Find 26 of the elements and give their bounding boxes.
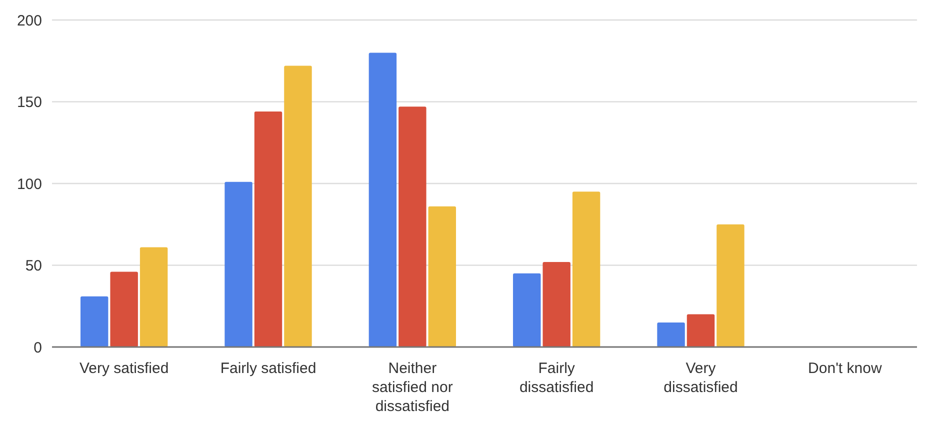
bar — [284, 66, 312, 347]
y-tick-label: 150 — [16, 94, 42, 111]
y-tick-label: 50 — [25, 258, 42, 274]
bar — [512, 273, 541, 347]
bar — [657, 322, 685, 347]
bar — [428, 206, 456, 347]
bar — [140, 247, 168, 347]
bar — [716, 224, 744, 347]
x-tick-label: Very satisfied — [79, 360, 169, 377]
bar — [572, 192, 600, 347]
bar — [398, 106, 426, 347]
x-tick-label: Fairly dissatisfied — [519, 360, 594, 396]
bar — [686, 314, 715, 347]
x-tick-label: Don't know — [808, 360, 882, 377]
x-tick-label: Neither satisfied nor dissatisfied — [372, 360, 453, 415]
y-tick-label: 100 — [16, 176, 42, 193]
y-tick-label: 200 — [16, 12, 42, 30]
bar — [224, 182, 252, 347]
bar — [80, 296, 108, 347]
bar — [110, 272, 138, 347]
bar — [368, 52, 397, 347]
x-tick-label: Fairly satisfied — [220, 360, 316, 377]
y-tick-label: 0 — [34, 339, 42, 356]
bar — [542, 262, 570, 347]
x-tick-label: Very dissatisfied — [664, 360, 738, 396]
bar — [254, 112, 282, 347]
